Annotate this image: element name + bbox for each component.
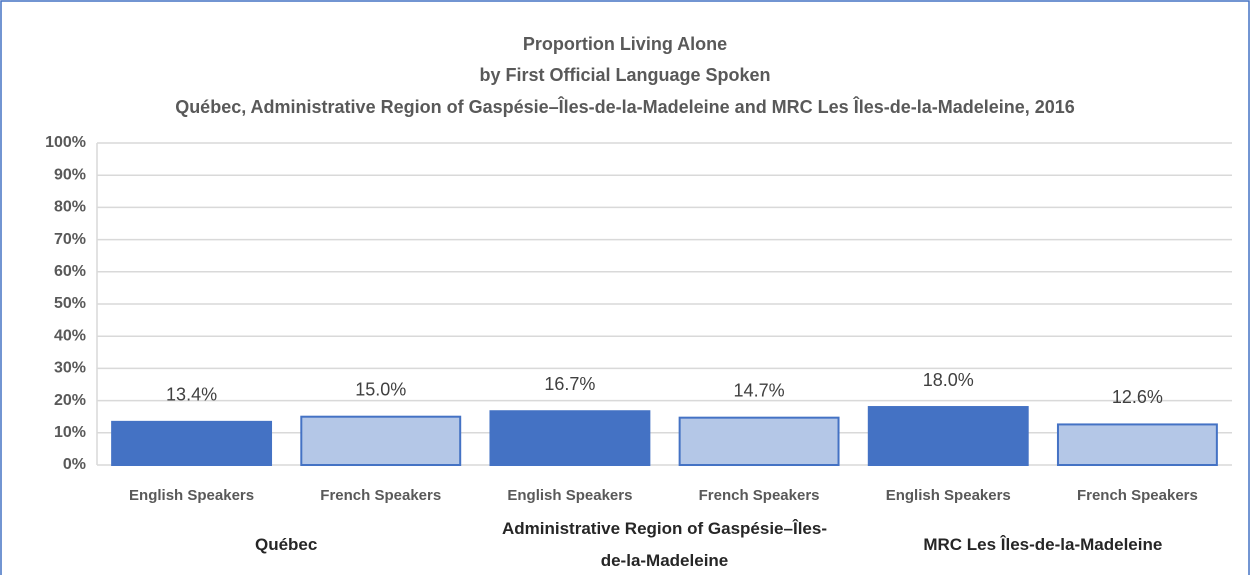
group-label: Administrative Region of Gaspésie–Îles-d… xyxy=(502,519,827,570)
group-label: MRC Les Îles-de-la-Madeleine xyxy=(923,535,1163,554)
bar xyxy=(300,415,462,467)
bar xyxy=(678,416,840,466)
chart-subtitle: by First Official Language Spoken xyxy=(479,65,770,85)
chart-title: Proportion Living Alone xyxy=(523,34,727,54)
bar xyxy=(1056,423,1218,467)
y-tick-label: 0% xyxy=(63,456,86,473)
y-tick-label: 80% xyxy=(54,199,86,216)
y-tick-label: 90% xyxy=(54,166,86,183)
x-tick-label: English Speakers xyxy=(507,487,632,504)
group-label: Québec xyxy=(254,535,318,554)
y-tick-label: 100% xyxy=(45,134,86,151)
y-tick-label: 60% xyxy=(54,263,86,280)
data-label: 16.7% xyxy=(544,374,595,394)
data-label: 13.4% xyxy=(166,385,217,405)
y-tick-label: 50% xyxy=(54,295,86,312)
chart-subtitle: Québec, Administrative Region of Gaspési… xyxy=(175,96,1075,117)
data-label: 12.6% xyxy=(1112,387,1163,407)
y-tick-label: 30% xyxy=(54,360,86,377)
data-label: 18.0% xyxy=(923,370,974,390)
x-tick-label: English Speakers xyxy=(886,487,1011,504)
y-tick-label: 10% xyxy=(54,424,86,441)
x-tick-label: French Speakers xyxy=(1077,487,1198,504)
x-tick-label: French Speakers xyxy=(320,487,441,504)
x-tick-label: English Speakers xyxy=(129,487,254,504)
x-tick-label: French Speakers xyxy=(699,487,820,504)
y-tick-label: 40% xyxy=(54,327,86,344)
bar xyxy=(111,420,273,466)
data-label: 15.0% xyxy=(355,379,406,399)
bar xyxy=(867,406,1029,467)
y-tick-label: 70% xyxy=(54,231,86,248)
bar xyxy=(489,410,651,467)
data-label: 14.7% xyxy=(734,380,785,400)
y-tick-label: 20% xyxy=(54,392,86,409)
